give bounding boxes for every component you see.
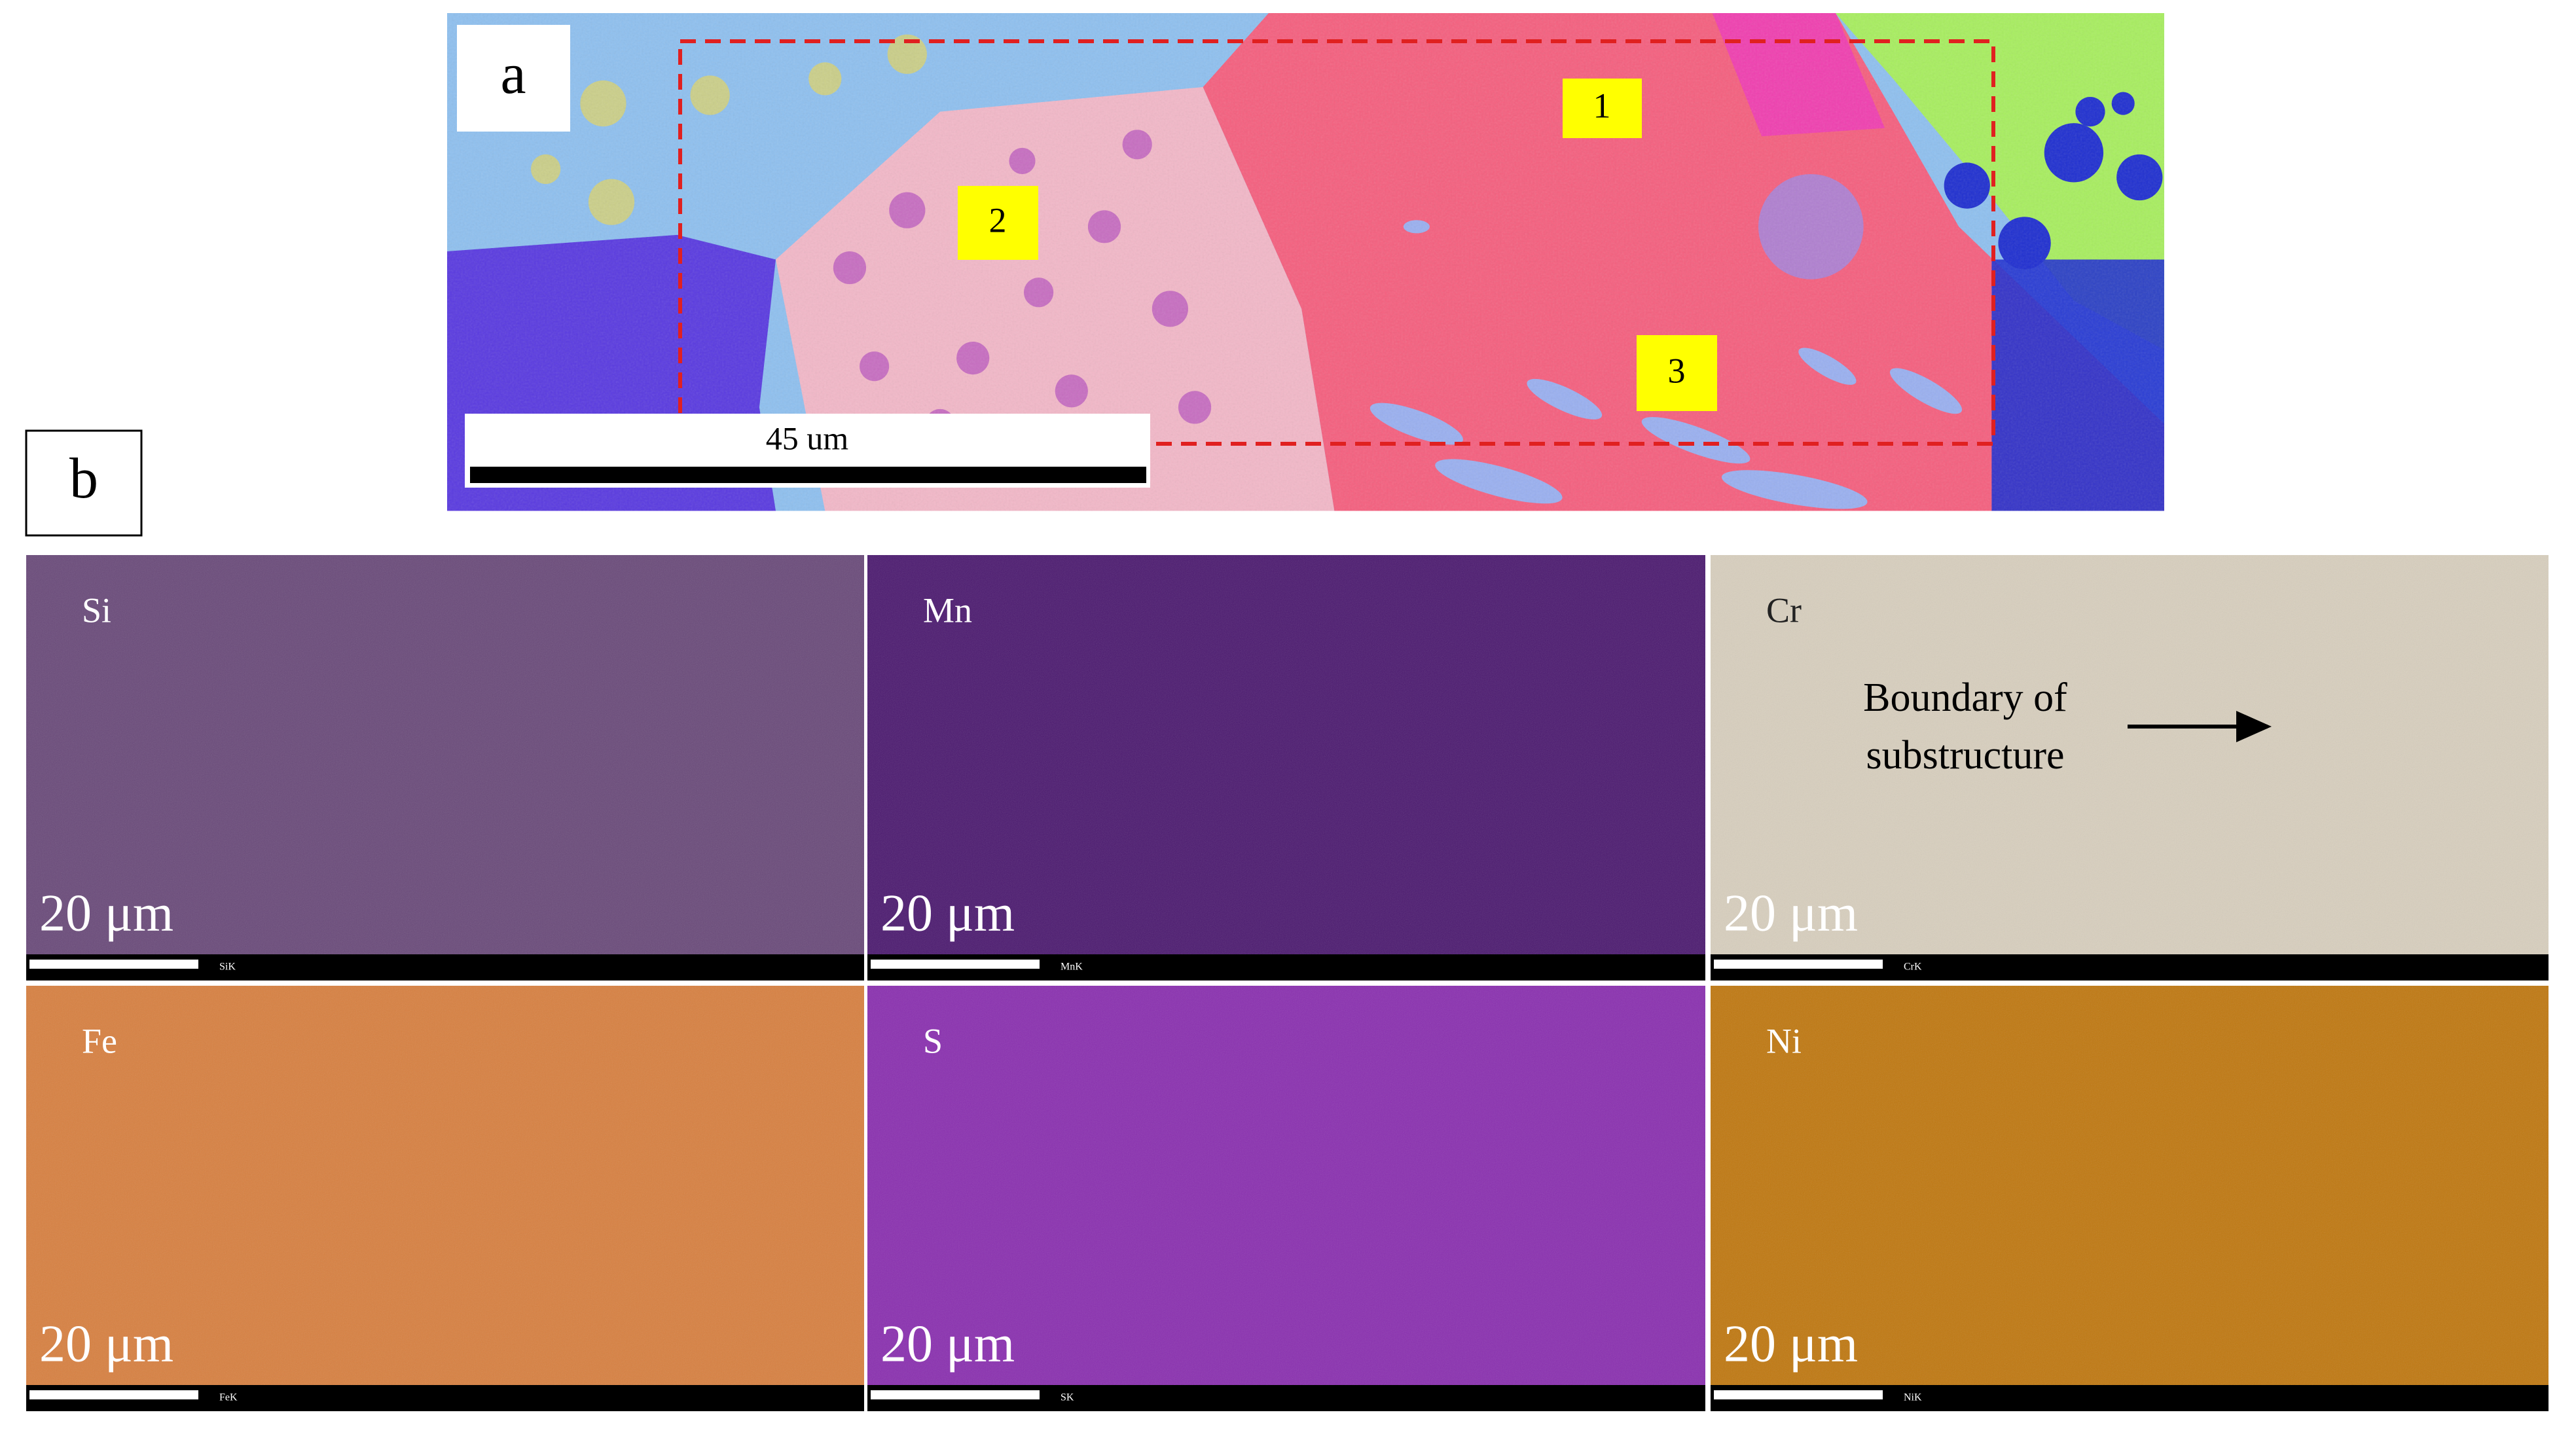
map-texture	[867, 555, 1705, 981]
scale-label: 20 μm	[1724, 1315, 1858, 1373]
map-texture	[1711, 555, 2549, 981]
marker-box	[958, 186, 1038, 260]
panel-label: b	[69, 447, 98, 511]
map-texture	[1711, 986, 2549, 1411]
scale-bar-label: 45 um	[766, 420, 849, 456]
annotation: Boundary of substructure	[1863, 675, 2272, 778]
detector-label: SK	[1061, 1392, 1074, 1403]
scale-bar	[871, 1390, 1040, 1399]
marker-label: 3	[1668, 351, 1686, 390]
detector-label: FeK	[219, 1392, 238, 1403]
map-texture	[867, 986, 1705, 1411]
detector-label: CrK	[1904, 962, 1922, 973]
marker-box	[1563, 79, 1642, 138]
panel-label-box	[25, 429, 143, 537]
element-label: Ni	[1766, 1021, 1802, 1060]
eds-maps: SiK Si 20 μm MnK Mn 20 μm CrK Cr 20 μm FeK Fe 20 μm…	[26, 555, 2549, 1411]
scale-label: 20 μm	[880, 1315, 1015, 1373]
region-outline	[678, 39, 1995, 446]
scale-bar	[1714, 1390, 1883, 1399]
detector-label: NiK	[1904, 1392, 1922, 1403]
scale-bar	[29, 960, 198, 969]
marker-label: 2	[989, 200, 1007, 240]
panel-label: a	[500, 43, 526, 106]
marker-label: 1	[1593, 86, 1611, 125]
map-texture	[26, 555, 864, 981]
element-label: Fe	[82, 1021, 117, 1060]
element-label: Cr	[1766, 590, 1802, 630]
scale-label: 20 μm	[880, 884, 1015, 942]
element-label: S	[923, 1021, 943, 1060]
map-texture	[26, 986, 864, 1411]
scale-label: 20 μm	[39, 1315, 173, 1373]
scale-bar	[871, 960, 1040, 969]
element-label: Mn	[923, 590, 972, 630]
panel-label-box	[457, 25, 570, 132]
scale-bar	[470, 467, 1146, 483]
scale-bar	[29, 1390, 198, 1399]
detector-label: MnK	[1061, 962, 1083, 973]
annotation-text: substructure	[1866, 733, 2064, 778]
annotation-text: Boundary of	[1863, 675, 2067, 720]
scale-label: 20 μm	[39, 884, 173, 942]
scale-label: 20 μm	[1724, 884, 1858, 942]
element-label: Si	[82, 590, 111, 630]
scale-bar	[1714, 960, 1883, 969]
marker-box	[1637, 335, 1717, 411]
detector-label: SiK	[219, 962, 236, 973]
